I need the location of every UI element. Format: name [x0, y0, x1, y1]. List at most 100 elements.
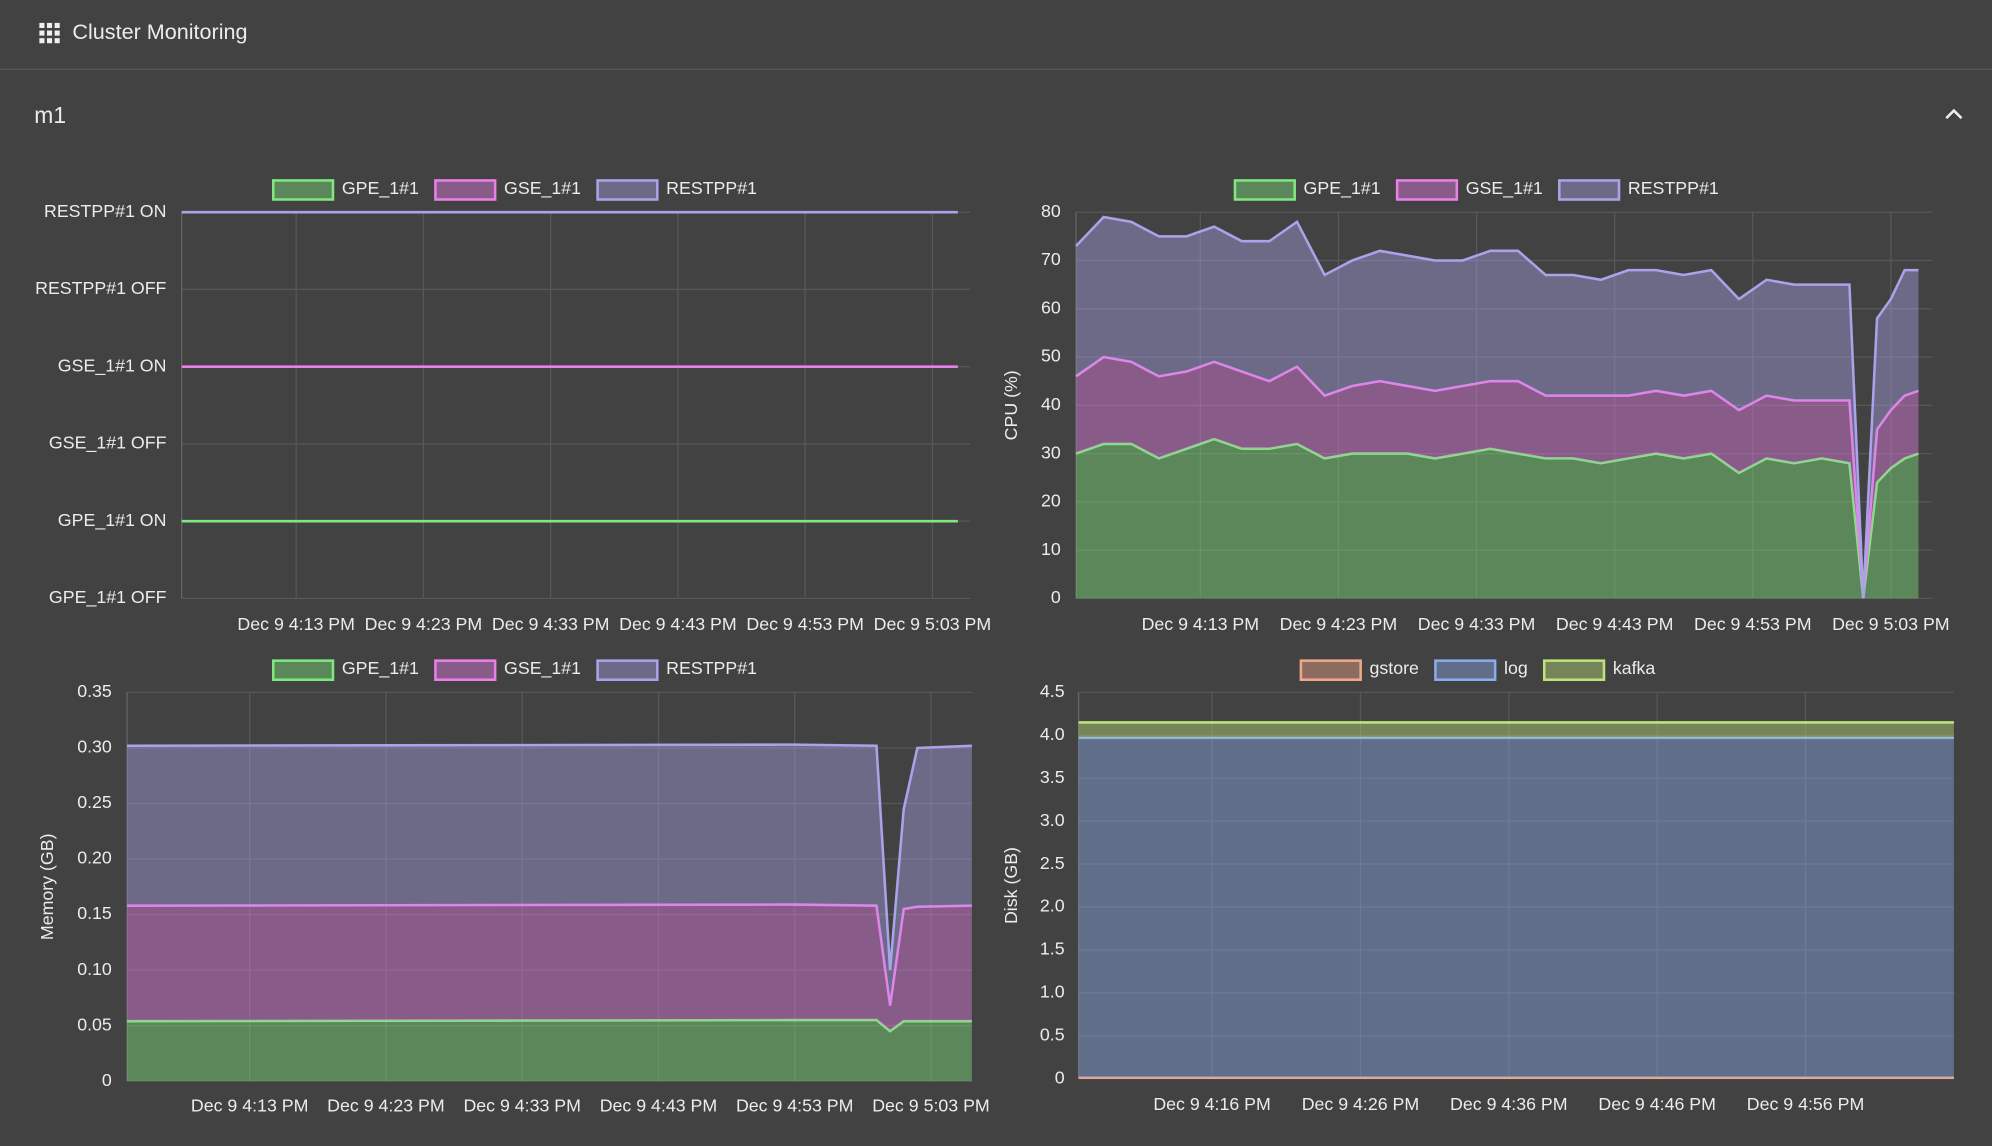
x-tick-label: Dec 9 4:46 PM	[1598, 1094, 1716, 1114]
legend: GPE_1#1 GSE_1#1 RESTPP#1	[1233, 178, 1719, 201]
y-tick-label: 1.5	[1040, 939, 1065, 959]
legend-swatch	[434, 659, 497, 681]
legend-label: GSE_1#1	[504, 178, 581, 199]
legend-swatch	[596, 659, 659, 681]
y-tick-label: 0.30	[77, 737, 112, 757]
legend-swatch	[1434, 659, 1497, 681]
legend-label: RESTPP#1	[666, 178, 757, 198]
legend-label: GPE_1#1	[342, 658, 419, 679]
x-tick-label: Dec 9 4:56 PM	[1747, 1094, 1865, 1114]
legend-swatch	[1299, 659, 1362, 681]
legend: GPE_1#1 GSE_1#1 RESTPP#1	[271, 178, 757, 201]
y-tick-label: 4.5	[1040, 681, 1065, 701]
y-tick-label: 0.10	[77, 959, 112, 979]
series-line	[127, 903, 972, 1006]
legend-label: kafka	[1613, 658, 1656, 678]
y-tick-label: 10	[1041, 539, 1061, 559]
y-tick-label: 80	[1041, 201, 1061, 221]
x-tick-label: Dec 9 4:13 PM	[191, 1095, 309, 1115]
y-tick-label: 4.0	[1040, 724, 1065, 744]
area-fill	[1076, 217, 1919, 599]
y-tick-label: 1.0	[1040, 982, 1065, 1002]
chart: 0 0.05 0.10 0.15 0.20 0.25 0.30 0.35 Dec 9 4:13 …	[37, 658, 990, 1115]
area-fill	[127, 904, 972, 1032]
x-tick-label: Dec 9 4:13 PM	[1142, 614, 1260, 634]
y-tick-label: 20	[1041, 491, 1061, 511]
area-fill	[1076, 357, 1919, 599]
area-fill	[127, 744, 972, 1006]
legend-swatch	[1558, 179, 1621, 201]
legend: gstore log kafka	[1299, 658, 1656, 681]
series-line	[127, 743, 972, 971]
series-line	[127, 1018, 972, 1033]
legend-label: RESTPP#1	[1628, 178, 1719, 198]
series-line	[1075, 437, 1919, 599]
menu-icon[interactable]	[39, 22, 60, 44]
y-tick-label: RESTPP#1 OFF	[35, 278, 166, 298]
y-tick-label: 40	[1041, 394, 1061, 414]
area-fill	[127, 1020, 972, 1082]
legend-swatch	[1542, 659, 1606, 681]
y-tick-label: 3.5	[1040, 767, 1065, 787]
x-tick-label: Dec 9 4:26 PM	[1302, 1094, 1420, 1114]
y-axis-title: Memory (GB)	[37, 833, 57, 940]
y-tick-label: 0.20	[77, 848, 112, 868]
legend-swatch	[271, 659, 335, 681]
legend-swatch	[434, 179, 497, 201]
y-tick-label: 0.05	[77, 1014, 112, 1034]
legend-label: GSE_1#1	[504, 658, 581, 679]
y-tick-label: 0	[102, 1070, 112, 1090]
legend-label: GSE_1#1	[1466, 178, 1543, 199]
x-tick-label: Dec 9 4:53 PM	[736, 1095, 854, 1115]
chart: 0 0.5 1.0 1.5 2.0 2.5 3.0 3.5 4.0 4.5 Dec 9 4:16 P…	[1001, 658, 1954, 1114]
area-fill	[1076, 439, 1919, 599]
legend: GPE_1#1 GSE_1#1 RESTPP#1	[271, 658, 757, 681]
x-tick-label: Dec 9 4:13 PM	[237, 614, 355, 634]
y-tick-label: GSE_1#1 ON	[58, 355, 167, 376]
x-tick-label: Dec 9 5:03 PM	[872, 1095, 990, 1115]
y-tick-label: 2.0	[1040, 896, 1065, 916]
legend-label: RESTPP#1	[666, 658, 757, 678]
x-tick-label: Dec 9 4:43 PM	[600, 1095, 718, 1115]
y-tick-label: 60	[1041, 297, 1061, 317]
legend-label: gstore	[1370, 658, 1419, 678]
legend-swatch	[596, 179, 659, 201]
legend-swatch	[271, 179, 335, 201]
collapse-toggle[interactable]	[1945, 108, 1963, 120]
y-tick-label: GPE_1#1 ON	[58, 510, 167, 531]
app-title: Cluster Monitoring	[72, 19, 247, 44]
x-tick-label: Dec 9 4:33 PM	[1418, 614, 1536, 634]
legend-label: log	[1504, 658, 1528, 678]
y-tick-label: GSE_1#1 OFF	[49, 433, 167, 454]
x-tick-label: Dec 9 4:33 PM	[492, 614, 610, 634]
chart: GPE_1#1 OFF GPE_1#1 ON GSE_1#1 OFF GSE_1#1 …	[35, 178, 991, 634]
legend-label: GPE_1#1	[342, 178, 419, 199]
x-tick-label: Dec 9 4:43 PM	[619, 614, 737, 634]
chart: 0 10 20 30 40 50 60 70 80 Dec 9 4:13 PM Dec 9 4:23…	[1001, 178, 1949, 634]
y-tick-label: 0.5	[1040, 1024, 1065, 1044]
y-tick-label: 70	[1041, 249, 1061, 269]
y-tick-label: 3.0	[1040, 810, 1065, 830]
series-line	[1075, 215, 1919, 599]
y-tick-label: 0.35	[77, 681, 112, 701]
y-tick-label: 30	[1041, 442, 1061, 462]
x-tick-label: Dec 9 4:16 PM	[1153, 1094, 1271, 1114]
x-tick-label: Dec 9 4:23 PM	[365, 614, 483, 634]
y-tick-label: 0.25	[77, 792, 112, 812]
x-tick-label: Dec 9 4:53 PM	[746, 614, 864, 634]
x-tick-label: Dec 9 4:53 PM	[1694, 614, 1812, 634]
y-axis-title: CPU (%)	[1001, 370, 1021, 440]
y-tick-label: RESTPP#1 ON	[44, 201, 166, 221]
y-tick-label: 0.15	[77, 903, 112, 923]
y-tick-label: GPE_1#1 OFF	[49, 587, 167, 608]
legend-swatch	[1233, 179, 1296, 201]
y-tick-label: 0	[1055, 1067, 1065, 1087]
section-title: m1	[34, 102, 66, 128]
area-fill	[1078, 722, 1954, 738]
legend-swatch	[1395, 179, 1459, 201]
y-axis-title: Disk (GB)	[1001, 847, 1021, 924]
x-tick-label: Dec 9 4:33 PM	[463, 1095, 581, 1115]
x-tick-label: Dec 9 5:03 PM	[874, 614, 992, 634]
